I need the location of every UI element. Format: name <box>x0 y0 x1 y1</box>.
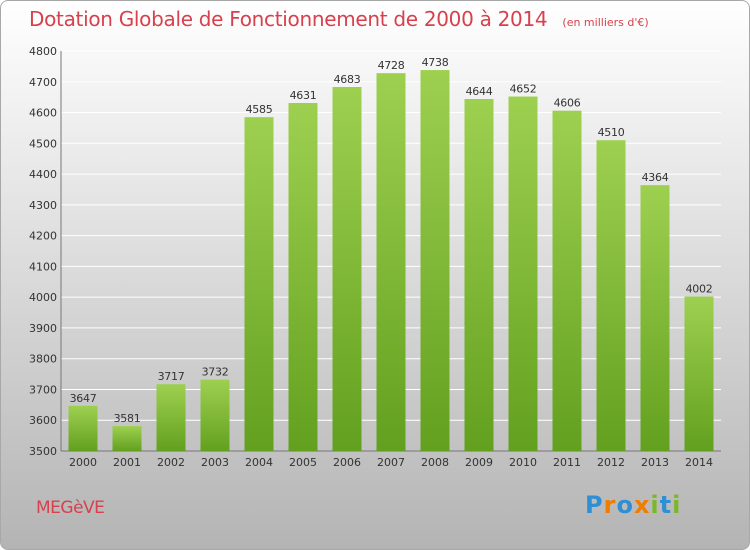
commune-name: MEGèVE <box>36 498 105 518</box>
chart-title: Dotation Globale de Fonctionnement de 20… <box>29 7 548 31</box>
data-label-2003: 3732 <box>202 366 229 379</box>
bar-2008 <box>420 70 450 452</box>
x-tick-label-2001: 2001 <box>113 456 141 469</box>
x-tick-label-2011: 2011 <box>553 456 581 469</box>
y-tick-label: 3700 <box>29 383 57 396</box>
x-tick-label-2002: 2002 <box>157 456 185 469</box>
x-tick-label-2003: 2003 <box>201 456 229 469</box>
logo-letter: o <box>616 491 634 519</box>
logo-letter: t <box>659 491 673 519</box>
data-label-2011: 4606 <box>554 97 581 110</box>
x-tick-label-2007: 2007 <box>377 456 405 469</box>
y-tick-label: 4800 <box>29 45 57 58</box>
bar-2009 <box>464 99 494 451</box>
data-label-2013: 4364 <box>642 171 669 184</box>
bar-2002 <box>156 384 186 451</box>
title-row: Dotation Globale de Fonctionnement de 20… <box>29 7 649 31</box>
x-tick-label-2010: 2010 <box>509 456 537 469</box>
y-tick-label: 4200 <box>29 230 57 243</box>
bar-2012 <box>596 140 626 451</box>
logo-letter: i <box>672 491 682 519</box>
y-tick-label: 3800 <box>29 353 57 366</box>
x-tick-label-2013: 2013 <box>641 456 669 469</box>
y-tick-label: 4100 <box>29 260 57 273</box>
y-tick-label: 4600 <box>29 107 57 120</box>
logo-letter: i <box>650 491 660 519</box>
x-tick-label-2006: 2006 <box>333 456 361 469</box>
bar-2010 <box>508 96 538 452</box>
data-label-2004: 4585 <box>246 103 273 116</box>
bar-2004 <box>244 117 274 452</box>
bar-2013 <box>640 185 670 451</box>
data-labels: 3647 3581 3717 3732 4585 4631 4683 4728 4738 4644… <box>70 56 713 425</box>
bar-2011 <box>552 110 582 451</box>
data-label-2007: 4728 <box>378 59 405 72</box>
chart-subtitle: (en milliers d'€) <box>562 16 649 29</box>
data-label-2002: 3717 <box>158 370 185 383</box>
bar-2007 <box>376 73 406 452</box>
y-tick-label: 4400 <box>29 168 57 181</box>
bar-2003 <box>200 379 230 451</box>
data-label-2005: 4631 <box>290 89 317 102</box>
bar-2000 <box>68 405 98 451</box>
x-tick-label-2008: 2008 <box>421 456 449 469</box>
x-tick-label-2012: 2012 <box>597 456 625 469</box>
bars <box>68 70 714 452</box>
data-label-2014: 4002 <box>686 283 713 296</box>
data-label-2001: 3581 <box>114 412 141 425</box>
data-label-2006: 4683 <box>334 73 361 86</box>
y-tick-label: 3900 <box>29 322 57 335</box>
x-tick-label-2004: 2004 <box>245 456 273 469</box>
bar-2001 <box>112 426 142 451</box>
y-tick-label: 3500 <box>29 445 57 458</box>
x-tick-label-2000: 2000 <box>69 456 97 469</box>
proxiti-logo: Proxiti <box>585 491 681 519</box>
x-tick-label-2009: 2009 <box>465 456 493 469</box>
y-tick-label: 4500 <box>29 137 57 150</box>
x-tick-label-2014: 2014 <box>685 456 713 469</box>
bar-2014 <box>684 296 714 451</box>
y-tick-label: 3600 <box>29 414 57 427</box>
y-tick-label: 4300 <box>29 199 57 212</box>
data-label-2008: 4738 <box>422 56 449 69</box>
logo-letter: x <box>633 491 651 519</box>
logo-letter: r <box>603 491 617 519</box>
bar-2005 <box>288 103 318 451</box>
logo-letter: P <box>585 491 604 519</box>
data-label-2012: 4510 <box>598 126 625 139</box>
data-label-2009: 4644 <box>466 85 493 98</box>
x-tick-labels: 2000 2001 2002 2003 2004 2005 2006 2007 2008 2009… <box>69 456 713 469</box>
bar-2006 <box>332 87 362 451</box>
x-tick-label-2005: 2005 <box>289 456 317 469</box>
data-label-2010: 4652 <box>510 83 537 96</box>
y-tick-label: 4000 <box>29 291 57 304</box>
data-label-2000: 3647 <box>70 392 97 405</box>
y-tick-labels: 3500 3600 3700 3800 3900 4000 4100 4200 4300 4400… <box>29 45 57 458</box>
y-tick-label: 4700 <box>29 76 57 89</box>
